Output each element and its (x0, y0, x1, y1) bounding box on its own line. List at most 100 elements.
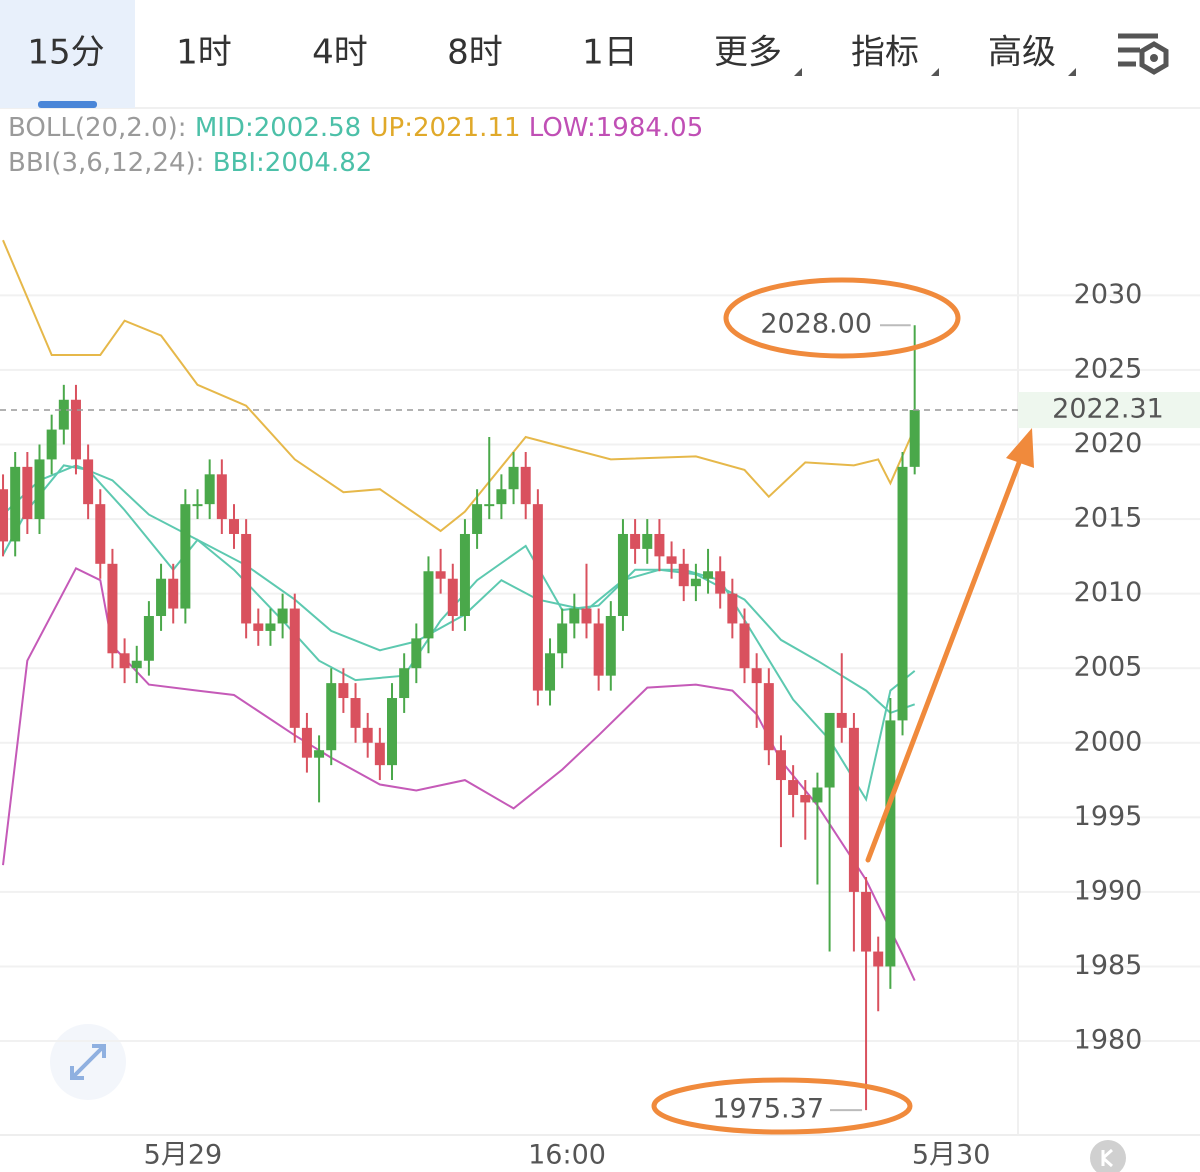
candle-body (168, 578, 179, 609)
candle-body (338, 683, 349, 699)
y-tick-label: 2005 (1074, 652, 1143, 683)
candle-body (569, 608, 580, 624)
candle-body (873, 951, 884, 967)
y-tick-label: 2025 (1074, 353, 1143, 384)
bbi-legend: BBI(3,6,12,24): BBI:2004.82 (8, 148, 372, 178)
trend-arrowhead (1006, 428, 1034, 468)
candle-body (836, 712, 847, 728)
y-tick-label: 2015 (1074, 503, 1143, 534)
candle-body (545, 653, 556, 691)
candle-body (459, 533, 470, 617)
candle-body (241, 533, 252, 624)
candle-body (423, 571, 434, 639)
candle-body (678, 563, 689, 587)
tab-selected-bg (0, 0, 135, 108)
candle-body (34, 459, 45, 520)
highlight-ellipse (723, 277, 961, 359)
expand-button[interactable] (50, 1024, 126, 1100)
legend-title: BBI(3,6,12,24): (8, 148, 204, 178)
legend-up: UP:2021.11 (370, 113, 521, 143)
candle-body (861, 891, 872, 952)
candle-body (763, 683, 774, 751)
candle-body (314, 750, 325, 758)
candle-body (387, 698, 398, 766)
candle-body (812, 787, 823, 803)
tab[interactable]: 8时 (447, 33, 503, 73)
candle-body (362, 727, 373, 743)
x-tick-label: 16:00 (528, 1140, 606, 1171)
legend-low: LOW:1984.05 (529, 113, 703, 143)
candle-body (557, 623, 568, 654)
tab[interactable]: 高级 (988, 33, 1056, 73)
tab[interactable]: 4时 (312, 33, 368, 73)
candle-body (800, 794, 811, 803)
candle-body (532, 504, 543, 691)
y-tick-label: 2030 (1074, 279, 1143, 310)
legend-bbi: BBI:2004.82 (213, 148, 373, 178)
tab-indicator (38, 101, 97, 108)
candle-body (897, 466, 908, 721)
candle-body (326, 683, 337, 751)
tab[interactable]: 1日 (582, 33, 638, 73)
candle-body (751, 668, 762, 684)
tab[interactable]: 更多 (714, 33, 782, 73)
candle-body (22, 466, 33, 520)
y-tick-label: 1990 (1074, 875, 1143, 906)
candle-body (350, 698, 361, 728)
candle-body (435, 571, 446, 579)
k-glyph (1101, 1148, 1113, 1168)
y-tick-label: 1980 (1074, 1025, 1143, 1056)
candle-body (605, 616, 616, 676)
settings-icon[interactable] (1118, 33, 1169, 75)
candle-body (46, 429, 57, 460)
candle-body (289, 608, 300, 728)
k-button[interactable] (1090, 1140, 1126, 1172)
candle-body (472, 504, 483, 534)
candle-body (909, 410, 920, 467)
y-tick-label: 1995 (1074, 801, 1143, 832)
candle-body (204, 474, 215, 505)
indicator-line (2, 464, 916, 715)
tab-bar (0, 0, 1200, 108)
legend-title: BOLL(20,2.0): (8, 113, 187, 143)
tab[interactable]: 15分 (27, 33, 104, 73)
candle-body (642, 533, 653, 549)
trend-arrow (865, 452, 1025, 863)
dropdown-caret (1068, 68, 1076, 76)
candle-body (95, 504, 106, 564)
candle-body (666, 556, 677, 564)
candle-body (788, 780, 799, 795)
y-tick-label: 2020 (1074, 428, 1143, 459)
candle-body (228, 519, 239, 534)
candle-body (301, 727, 312, 758)
candle-body (131, 660, 142, 669)
candle-body (824, 712, 835, 788)
candle-body (715, 571, 726, 594)
legend-mid: MID:2002.58 (195, 113, 361, 143)
candle-body (654, 533, 665, 557)
candle-body (0, 489, 9, 542)
dropdown-caret (794, 68, 802, 76)
candle-body (703, 571, 714, 579)
candle-body (411, 638, 422, 669)
candle-body (508, 466, 519, 490)
expand-arrows (70, 1044, 106, 1080)
tab[interactable]: 指标 (851, 33, 919, 73)
candle-body (156, 578, 167, 617)
candle-body (885, 720, 896, 967)
candle-body (848, 727, 859, 892)
candle-body (180, 504, 191, 609)
highlight-ellipse (651, 1077, 913, 1135)
candle-body (58, 399, 69, 430)
x-tick-label: 5月30 (912, 1140, 991, 1171)
candle-body (447, 578, 458, 617)
tab[interactable]: 1时 (176, 33, 232, 73)
candle-body (520, 466, 531, 505)
candle-body (374, 742, 385, 766)
candle-body (484, 504, 495, 507)
dropdown-caret (931, 68, 939, 76)
candle-body (690, 578, 701, 587)
plot-area: 1980 1985 1990 1995 2000 2005 2010 2015 2020 2025… (0, 239, 1200, 1171)
k-bg (1090, 1140, 1126, 1172)
indicator-line (2, 239, 916, 533)
